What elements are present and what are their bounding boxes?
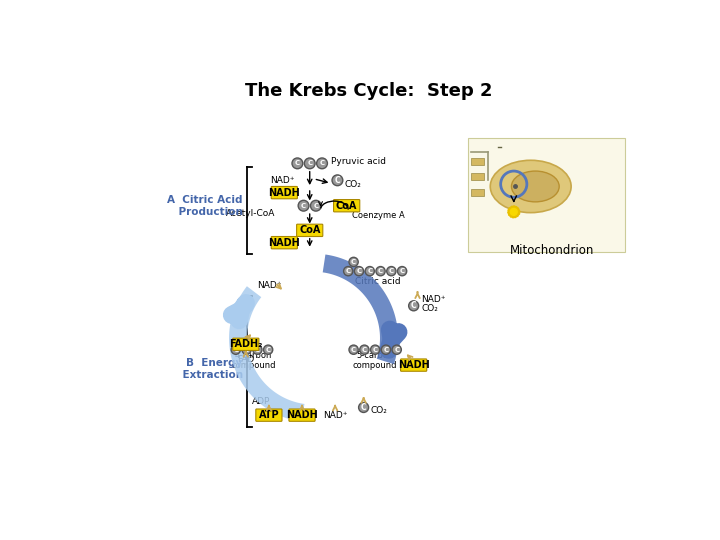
Bar: [472, 189, 484, 195]
Circle shape: [382, 345, 390, 354]
Text: CO₂: CO₂: [421, 305, 438, 313]
Circle shape: [510, 208, 517, 215]
Text: Coenzyme A: Coenzyme A: [352, 211, 405, 220]
Text: C: C: [307, 160, 312, 166]
Text: C: C: [351, 347, 356, 353]
Text: C: C: [346, 268, 351, 274]
Circle shape: [298, 200, 309, 211]
Circle shape: [264, 345, 273, 354]
Text: CoA: CoA: [299, 225, 320, 235]
Text: FADH₂: FADH₂: [229, 339, 263, 349]
Text: 5-carbon
compound: 5-carbon compound: [353, 351, 397, 370]
Circle shape: [392, 345, 401, 354]
Text: ADP: ADP: [252, 397, 271, 406]
Text: C: C: [244, 347, 249, 353]
Text: NADH: NADH: [286, 410, 318, 420]
Text: C: C: [367, 268, 372, 274]
Circle shape: [354, 267, 364, 276]
FancyBboxPatch shape: [271, 186, 297, 199]
Text: NAD⁺: NAD⁺: [323, 410, 347, 420]
FancyBboxPatch shape: [297, 224, 323, 237]
Circle shape: [242, 345, 251, 354]
Text: NAD⁺: NAD⁺: [421, 295, 446, 304]
Circle shape: [305, 158, 315, 168]
Circle shape: [332, 175, 343, 186]
Text: C: C: [255, 347, 260, 353]
Circle shape: [360, 345, 369, 354]
Text: NADH: NADH: [397, 360, 430, 370]
Ellipse shape: [511, 171, 559, 202]
Text: Pyruvic acid: Pyruvic acid: [331, 157, 386, 166]
Text: C: C: [320, 160, 325, 166]
Text: C: C: [301, 202, 306, 209]
Text: CO₂: CO₂: [371, 406, 387, 415]
Bar: [472, 173, 484, 180]
Bar: [472, 158, 484, 165]
Circle shape: [359, 402, 369, 413]
FancyBboxPatch shape: [256, 409, 282, 421]
Text: C: C: [266, 347, 271, 353]
Text: Mitochondrion: Mitochondrion: [510, 244, 595, 257]
Circle shape: [397, 267, 407, 276]
Circle shape: [317, 158, 328, 168]
Text: C: C: [351, 259, 356, 265]
Text: C: C: [411, 301, 416, 310]
Text: CO₂: CO₂: [344, 180, 361, 188]
Text: NADH: NADH: [269, 187, 300, 198]
Circle shape: [310, 200, 321, 211]
Text: C: C: [389, 268, 394, 274]
Text: Acetyl-CoA: Acetyl-CoA: [225, 209, 275, 218]
Circle shape: [349, 257, 359, 267]
Circle shape: [365, 267, 374, 276]
Text: C: C: [294, 160, 300, 166]
Text: The Krebs Cycle:  Step 2: The Krebs Cycle: Step 2: [246, 82, 492, 100]
Text: C: C: [372, 347, 378, 353]
Text: C: C: [400, 268, 405, 274]
Circle shape: [371, 345, 379, 354]
Text: C: C: [313, 202, 318, 209]
Circle shape: [343, 267, 353, 276]
Circle shape: [231, 345, 240, 354]
Text: C: C: [362, 347, 367, 353]
FancyBboxPatch shape: [333, 200, 360, 212]
Bar: [467, 138, 626, 252]
Text: NADH: NADH: [269, 238, 300, 248]
Text: C: C: [361, 403, 366, 412]
Circle shape: [387, 267, 396, 276]
Text: C: C: [233, 347, 238, 353]
FancyBboxPatch shape: [289, 409, 315, 421]
Text: C: C: [394, 347, 400, 353]
Text: 4-carbon
compound: 4-carbon compound: [231, 351, 276, 370]
Text: NAD⁺: NAD⁺: [256, 281, 281, 291]
Ellipse shape: [490, 160, 571, 213]
Circle shape: [253, 345, 262, 354]
Text: FAD: FAD: [237, 355, 254, 364]
Text: Citric acid: Citric acid: [356, 276, 401, 286]
FancyBboxPatch shape: [271, 237, 297, 249]
FancyBboxPatch shape: [400, 359, 427, 372]
FancyBboxPatch shape: [233, 338, 259, 350]
Text: CoA: CoA: [336, 201, 357, 211]
Text: ATP: ATP: [258, 410, 279, 420]
Circle shape: [376, 267, 385, 276]
Circle shape: [292, 158, 303, 168]
Circle shape: [409, 301, 418, 311]
Text: C: C: [378, 268, 383, 274]
Text: A  Citric Acid
    Production: A Citric Acid Production: [164, 195, 243, 217]
Text: C: C: [383, 347, 389, 353]
Text: C: C: [356, 268, 361, 274]
Text: B  Energy
    Extraction: B Energy Extraction: [168, 358, 243, 380]
Circle shape: [349, 345, 359, 354]
Text: C: C: [335, 176, 341, 185]
Text: NAD⁺: NAD⁺: [270, 176, 294, 185]
